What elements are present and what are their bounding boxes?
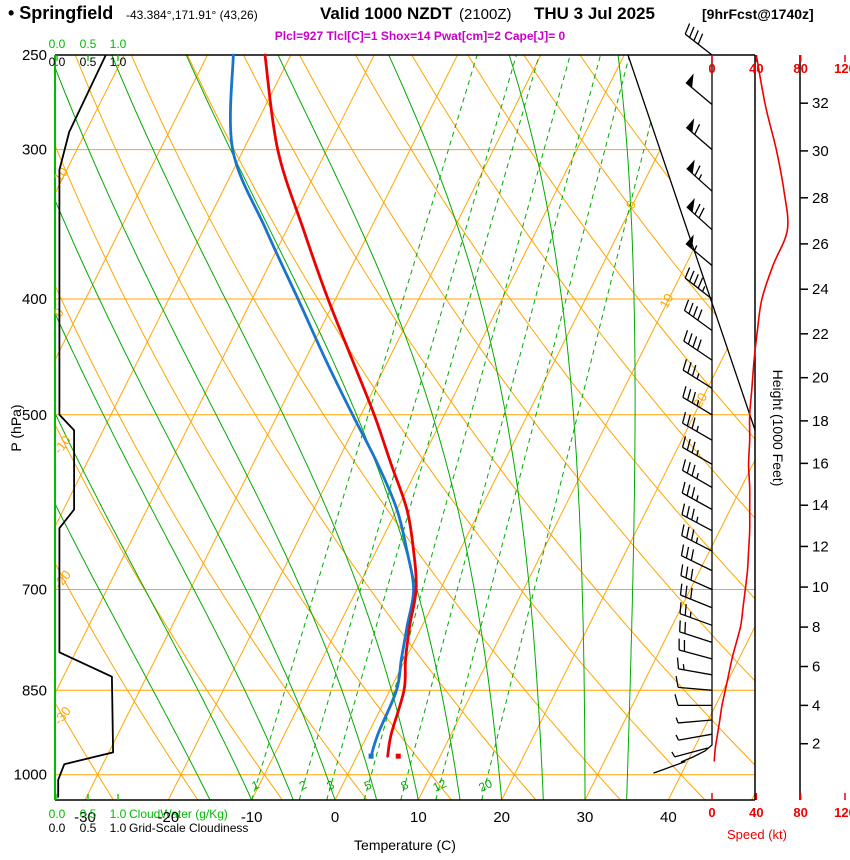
svg-text:14: 14	[812, 497, 829, 514]
svg-text:10: 10	[410, 809, 427, 826]
forecast-tag: [9hrFcst@1740z]	[702, 6, 814, 22]
svg-text:20: 20	[812, 370, 829, 387]
svg-text:1.0: 1.0	[110, 55, 127, 69]
station-coords: -43.384°,171.91° (43,26)	[126, 8, 258, 22]
svg-text:12: 12	[431, 776, 449, 794]
cloud-scale-labels: 0.00.00.50.51.01.00.00.00.50.51.01.0	[49, 37, 127, 835]
svg-text:8: 8	[812, 619, 820, 636]
svg-text:0: 0	[623, 198, 640, 212]
temperature-curve	[263, 53, 418, 759]
svg-text:80: 80	[793, 805, 807, 820]
svg-text:3: 3	[324, 777, 336, 793]
cloudiness-scale-title: Grid-Scale Cloudiness	[129, 821, 249, 835]
svg-text:2: 2	[812, 736, 820, 753]
station-title: • Springfield	[8, 3, 114, 23]
svg-text:0.5: 0.5	[80, 55, 97, 69]
svg-text:0.0: 0.0	[49, 821, 66, 835]
wind-area-boundary	[627, 54, 756, 763]
wind-barbs	[653, 23, 713, 774]
speed-axis-title: Speed (kt)	[727, 827, 787, 842]
svg-text:20: 20	[476, 776, 494, 794]
svg-text:40: 40	[749, 61, 763, 76]
svg-text:1.0: 1.0	[110, 821, 127, 835]
svg-text:0: 0	[708, 61, 715, 76]
temperature-axis-labels: -30 -20 -10 0 10 20 30 40	[74, 809, 677, 826]
svg-text:8: 8	[399, 777, 411, 793]
speed-axis-labels: 0 0 40 40 80 80 120 120	[708, 55, 850, 820]
svg-text:40: 40	[749, 805, 763, 820]
svg-text:-20: -20	[157, 809, 179, 826]
svg-text:1.0: 1.0	[110, 807, 127, 821]
svg-text:120: 120	[834, 61, 850, 76]
svg-text:-30: -30	[74, 809, 96, 826]
svg-text:80: 80	[793, 61, 807, 76]
svg-text:30: 30	[812, 143, 829, 160]
valid-time: Valid 1000 NZDT	[320, 4, 453, 23]
svg-text:26: 26	[812, 236, 829, 253]
svg-text:0: 0	[708, 805, 715, 820]
svg-text:250: 250	[22, 47, 47, 64]
svg-text:20: 20	[493, 809, 510, 826]
valid-date: THU 3 Jul 2025	[534, 4, 655, 23]
wind-speed-curve	[713, 54, 789, 762]
skewt-grid	[55, 55, 755, 800]
svg-text:16: 16	[812, 455, 829, 472]
svg-text:28: 28	[812, 190, 829, 207]
svg-text:4: 4	[812, 697, 820, 714]
svg-text:0.5: 0.5	[80, 37, 97, 51]
svg-text:700: 700	[22, 582, 47, 599]
svg-text:0.0: 0.0	[49, 37, 66, 51]
svg-text:500: 500	[22, 407, 47, 424]
svg-text:30: 30	[577, 809, 594, 826]
svg-text:6: 6	[812, 659, 820, 676]
svg-text:1.0: 1.0	[110, 37, 127, 51]
svg-text:850: 850	[22, 682, 47, 699]
svg-text:300: 300	[22, 142, 47, 159]
svg-text:1: 1	[249, 777, 261, 793]
dewpoint-curve	[228, 53, 416, 759]
svg-text:32: 32	[812, 95, 829, 112]
valid-zulu: (2100Z)	[459, 6, 512, 23]
pressure-axis-labels: 250 300 400 500 700 850 1000	[14, 47, 47, 784]
svg-text:-10: -10	[241, 809, 263, 826]
svg-text:10: 10	[656, 291, 676, 311]
svg-text:120: 120	[834, 805, 850, 820]
sounding-params: Plcl=927 Tlcl[C]=1 Shox=14 Pwat[cm]=2 Ca…	[274, 29, 566, 43]
svg-text:18: 18	[812, 413, 829, 430]
svg-text:24: 24	[812, 281, 829, 298]
svg-text:0.5: 0.5	[80, 807, 97, 821]
plot-border	[54, 54, 756, 801]
svg-text:0.5: 0.5	[80, 821, 97, 835]
svg-text:10: 10	[812, 579, 829, 596]
svg-text:0.0: 0.0	[49, 55, 66, 69]
svg-text:12: 12	[812, 538, 829, 555]
cloudwater-scale-title: CloudWater (g/Kg)	[129, 807, 228, 821]
svg-text:22: 22	[812, 326, 829, 343]
svg-text:1000: 1000	[14, 767, 47, 784]
cloudiness-profile	[57, 54, 114, 798]
svg-text:40: 40	[660, 809, 677, 826]
svg-text:400: 400	[22, 291, 47, 308]
svg-text:0: 0	[331, 809, 339, 826]
svg-text:2: 2	[297, 777, 309, 793]
svg-text:0.0: 0.0	[49, 807, 66, 821]
temperature-axis-title: Temperature (C)	[354, 837, 456, 853]
